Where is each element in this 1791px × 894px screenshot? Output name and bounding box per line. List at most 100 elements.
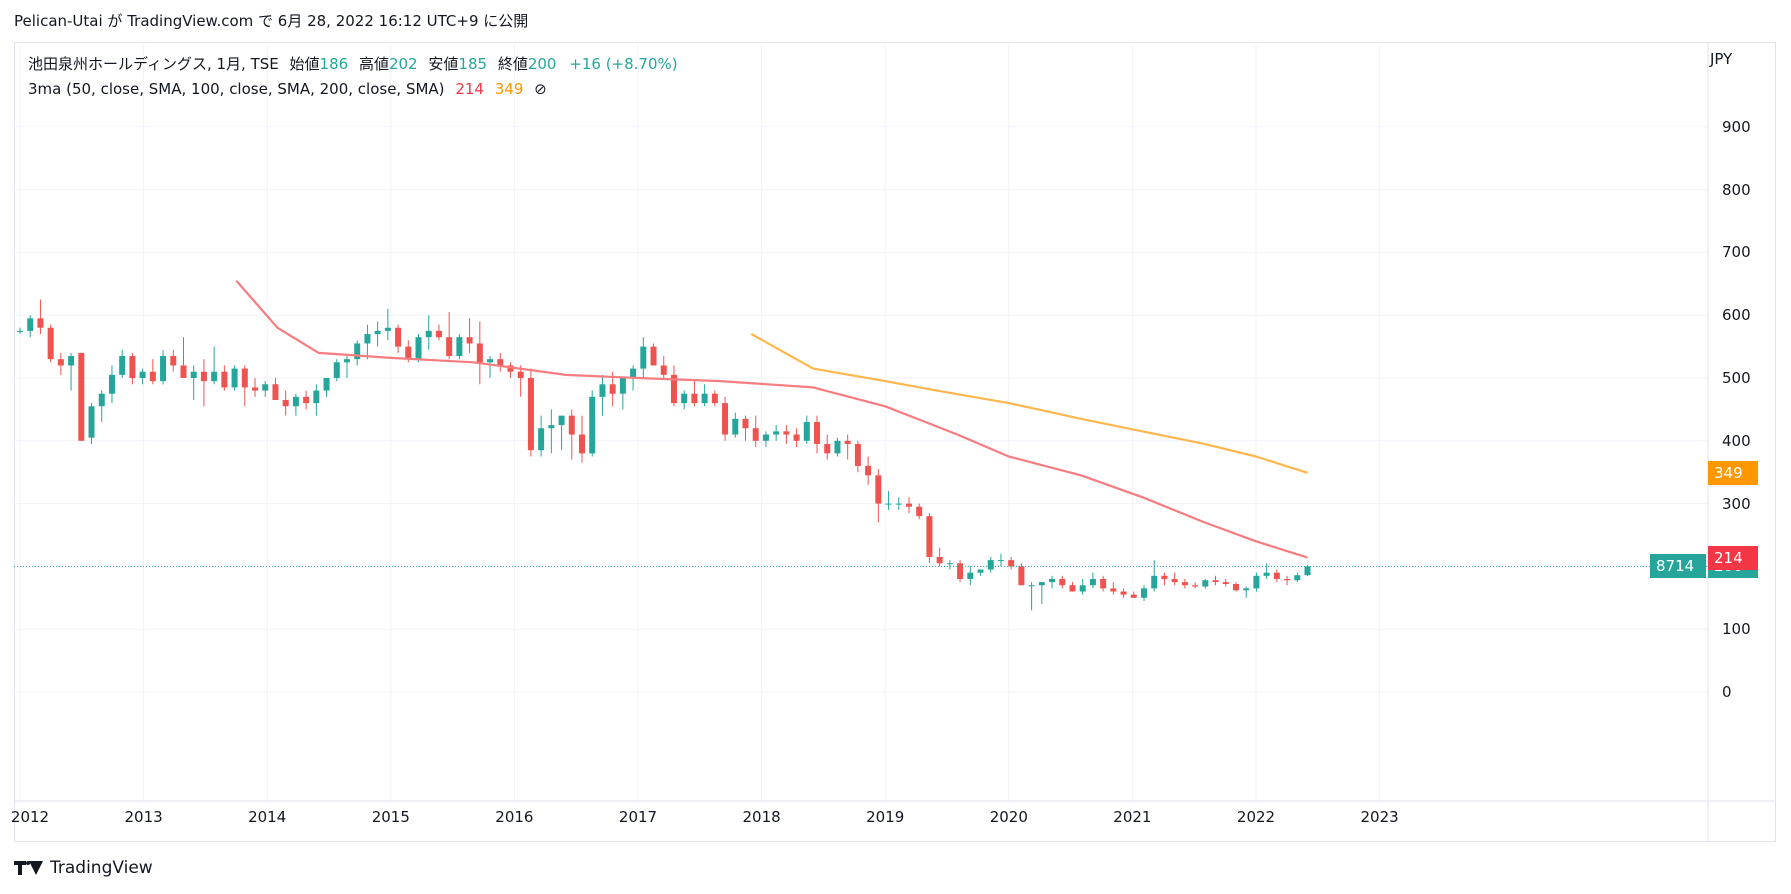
candle-body-85 (885, 503, 892, 505)
symbol-legend: 池田泉州ホールディングス, 1月, TSE 始値186 高値202 安値185 … (28, 53, 678, 74)
candle-body-82 (854, 443, 861, 466)
low-label: 安値 (428, 55, 459, 73)
candle-body-121 (1253, 575, 1260, 589)
grid (14, 42, 1708, 801)
price-tick-400: 400 (1722, 431, 1751, 450)
candle-body-87 (905, 503, 912, 507)
candle-body-111 (1151, 575, 1158, 589)
candle-body-23 (252, 387, 259, 391)
candle-body-24 (262, 384, 269, 391)
candle-body-101 (1049, 578, 1056, 583)
candle-body-51 (538, 428, 545, 451)
time-tick-2023: 2023 (1360, 808, 1399, 826)
ma1-value: 214 (455, 80, 484, 98)
candle-body-98 (1018, 566, 1025, 586)
chart-frame (14, 42, 1776, 842)
ma2-price-tag: 349 (1708, 460, 1758, 485)
candle-body-74 (773, 431, 780, 435)
candle-body-103 (1069, 585, 1076, 592)
candle-body-84 (875, 475, 882, 504)
candle-body-83 (865, 465, 872, 476)
candle-body-110 (1141, 588, 1148, 598)
candle-body-9 (108, 374, 115, 394)
candle-body-38 (405, 346, 412, 360)
candle-body-97 (1008, 560, 1015, 567)
candle-body-63 (660, 365, 667, 375)
candle-body-28 (303, 396, 310, 404)
candle-body-25 (272, 384, 279, 400)
candle-body-102 (1059, 578, 1066, 586)
candle-body-124 (1284, 578, 1291, 581)
candle-body-117 (1212, 580, 1219, 583)
candle-body-88 (916, 506, 923, 517)
candle-body-86 (895, 503, 902, 505)
candle-body-77 (803, 421, 810, 441)
price-tick-0: 0 (1722, 683, 1732, 701)
candle-body-3 (47, 327, 54, 360)
candle-body-7 (88, 406, 95, 438)
open-value: 186 (319, 55, 349, 73)
price-tick-700: 700 (1722, 243, 1751, 262)
candle-body-112 (1161, 575, 1168, 579)
candle-body-68 (711, 393, 718, 404)
candle-body-37 (395, 327, 402, 347)
time-tick-2012: 2012 (10, 808, 50, 826)
candle-body-72 (752, 428, 759, 441)
candle-body-116 (1202, 580, 1209, 587)
time-tick-2013: 2013 (124, 808, 163, 826)
close-label: 終値 (497, 55, 528, 73)
candle-body-5 (68, 356, 75, 366)
time-tick-2018: 2018 (742, 808, 781, 826)
candle-body-42 (446, 337, 453, 357)
candle-body-22 (241, 368, 248, 388)
candle-body-11 (129, 356, 136, 378)
candle-body-76 (793, 434, 800, 441)
candle-body-57 (599, 384, 606, 397)
price-tick-500: 500 (1722, 369, 1751, 387)
candle-body-91 (946, 563, 953, 565)
candle-body-126 (1304, 566, 1311, 576)
candle-body-15 (170, 356, 177, 366)
footer-brand[interactable]: TradingView (14, 856, 153, 880)
ma2-value: 349 (494, 80, 524, 98)
candle-body-62 (650, 346, 657, 366)
candle-body-18 (200, 371, 207, 382)
candle-body-96 (997, 560, 1004, 562)
candle-body-52 (548, 425, 555, 429)
candle-body-59 (619, 378, 626, 394)
candle-body-55 (579, 434, 586, 454)
candle-body-89 (926, 516, 933, 557)
hidden-series-icon[interactable]: ⊘ (534, 80, 547, 98)
candle-body-73 (762, 434, 769, 441)
candle-body-94 (977, 569, 984, 573)
time-tick-2016: 2016 (495, 808, 534, 826)
price-tick-100: 100 (1722, 620, 1751, 639)
candle-body-31 (333, 362, 340, 378)
price-tick-800: 800 (1722, 180, 1751, 199)
candle-body-104 (1079, 585, 1086, 592)
candle-body-36 (384, 327, 391, 331)
candle-body-106 (1100, 578, 1107, 589)
candle-body-92 (957, 563, 964, 579)
candle-body-70 (732, 418, 739, 435)
low-value: 185 (458, 55, 488, 73)
time-tick-2020: 2020 (989, 808, 1028, 826)
candle-body-26 (282, 399, 289, 407)
open-label: 始値 (289, 55, 320, 73)
time-tick-2017: 2017 (618, 808, 658, 826)
candle-body-10 (119, 356, 126, 375)
candle-body-17 (190, 371, 197, 378)
high-value: 202 (388, 55, 418, 73)
currency-label[interactable]: JPY (1710, 50, 1733, 68)
candle-body-13 (149, 371, 156, 382)
symbol-name[interactable]: 池田泉州ホールディングス, 1月, TSE (28, 55, 279, 73)
candle-body-2 (37, 318, 44, 328)
ma-line-1 (750, 333, 1308, 474)
indicator-name[interactable]: 3ma (50, close, SMA, 100, close, SMA, 20… (28, 80, 445, 98)
candle-body-14 (160, 356, 167, 382)
time-tick-2022: 2022 (1236, 808, 1276, 826)
moving-averages (235, 279, 1308, 559)
candle-body-43 (456, 337, 463, 357)
time-tick-2019: 2019 (866, 808, 905, 826)
